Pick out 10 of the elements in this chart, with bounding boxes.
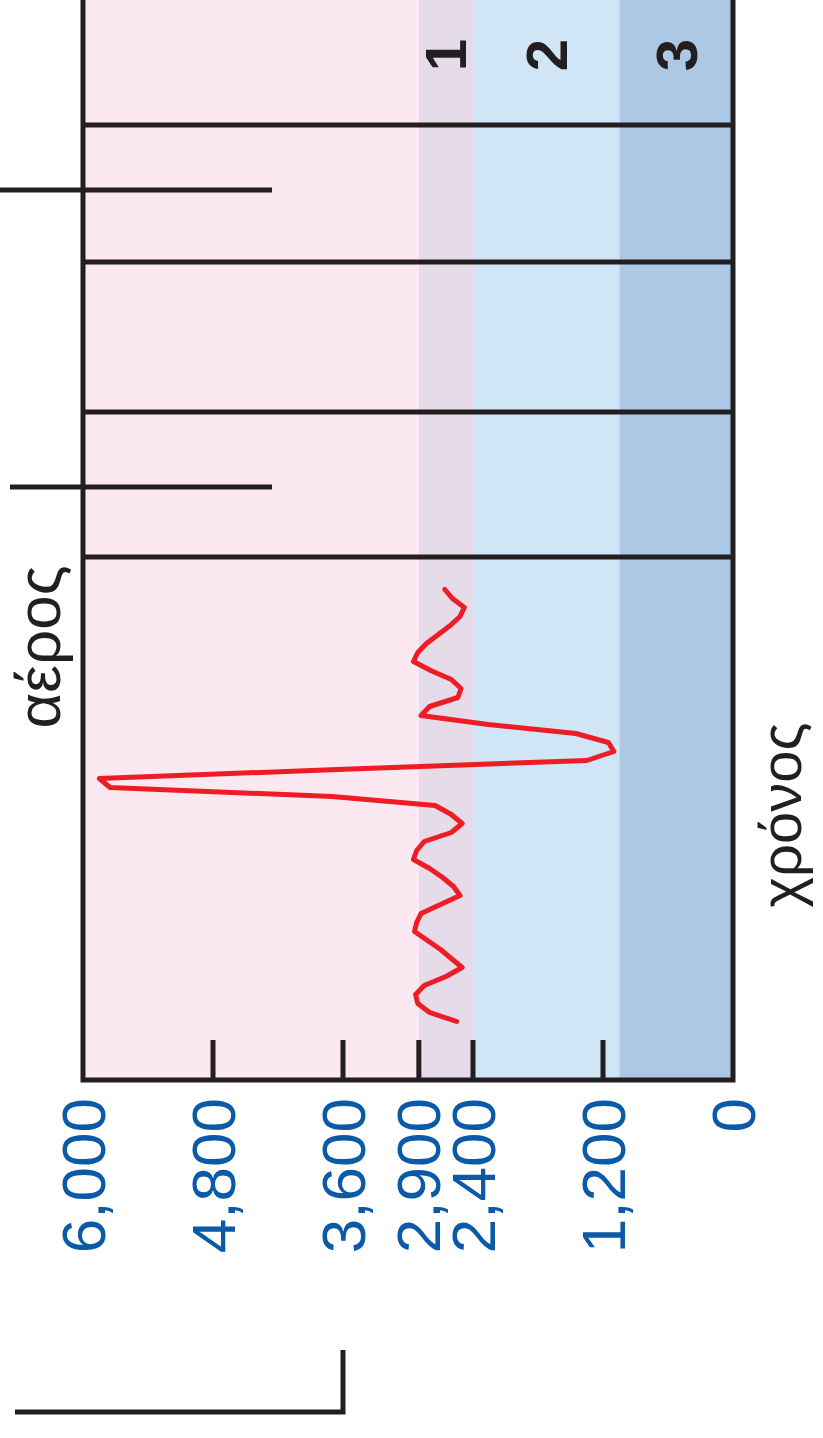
- x-tick-label: 0: [698, 1098, 768, 1133]
- band-label: 3: [643, 38, 709, 72]
- x-tick-label: 3,600: [308, 1098, 378, 1254]
- band-label: 2: [513, 38, 579, 72]
- chart-title: αέρος: [3, 565, 73, 729]
- band-label: 1: [413, 38, 479, 72]
- x-tick-label: 6,000: [48, 1098, 118, 1254]
- x-tick-label: 4,800: [178, 1098, 248, 1254]
- y-axis-title: χρόνος: [747, 722, 813, 908]
- x-tick-label: 1,200: [568, 1098, 638, 1254]
